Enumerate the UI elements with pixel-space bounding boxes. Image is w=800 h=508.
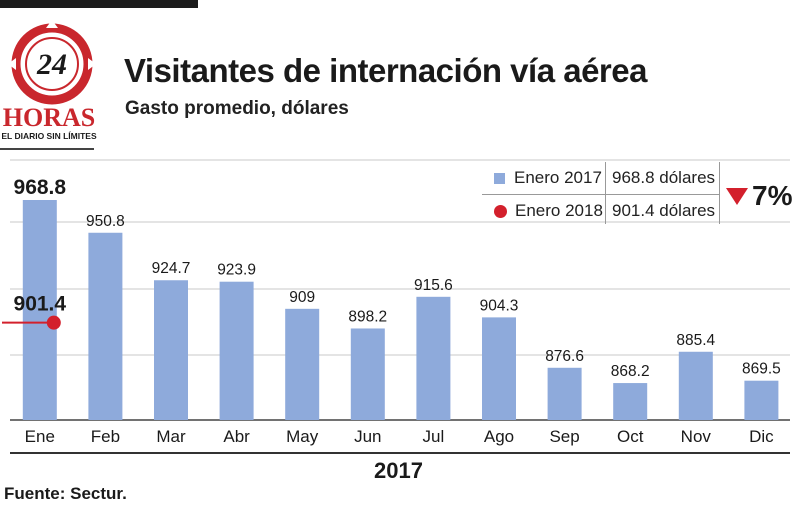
legend-label: Enero 2018 [515, 201, 603, 220]
value-label: 950.8 [86, 213, 125, 230]
x-tick-label: May [286, 427, 319, 446]
top-accent-bar [0, 0, 198, 8]
bar-mar [154, 280, 188, 420]
value-label: 924.7 [152, 260, 191, 277]
value-label: 915.6 [414, 277, 453, 294]
x-tick-label: Feb [91, 427, 120, 446]
bar-jul [416, 296, 451, 420]
bar-ago [482, 317, 516, 420]
value-label: 868.2 [611, 363, 650, 380]
bar-ene [22, 200, 57, 420]
x-tick-label: Nov [681, 427, 712, 446]
x-tick-label: Jun [354, 427, 381, 446]
value-label: 876.6 [545, 348, 584, 365]
svg-text:EL DIARIO SIN LÍMITES: EL DIARIO SIN LÍMITES [2, 131, 97, 141]
legend-value: 901.4 dólares [612, 201, 716, 220]
bar-jun [350, 328, 385, 420]
legend-label: Enero 2017 [514, 168, 602, 187]
value-label: 869.5 [742, 361, 781, 378]
x-tick-label: Abr [223, 427, 250, 446]
svg-text:24: 24 [36, 48, 67, 81]
legend-row-2018: Enero 2018 901.4 dólares [494, 201, 715, 221]
year-label: 2017 [374, 458, 423, 483]
value-label: 898.2 [348, 308, 387, 325]
legend-dot-swatch [494, 204, 507, 218]
bar-chart: 968.8 Ene 950.8 Feb 924.7 Mar 923.9 Abr 909 May 89… [2, 159, 790, 446]
down-triangle-icon [726, 187, 748, 205]
legend-separator [605, 162, 606, 224]
x-tick-label: Sep [549, 427, 579, 446]
chart-subtitle: Gasto promedio, dólares [125, 98, 349, 119]
bar-sep [547, 367, 582, 420]
svg-text:HORAS: HORAS [3, 103, 95, 132]
chart-title: Visitantes de internación vía aérea [124, 52, 647, 89]
value-label: 968.8 [14, 176, 67, 199]
percent-change: 7% [726, 180, 792, 212]
logo-divider [0, 148, 94, 150]
highlight-point [46, 315, 61, 330]
legend-bar-swatch [494, 172, 505, 184]
legend-separator [482, 194, 720, 195]
x-tick-label: Ago [484, 427, 514, 446]
legend-separator [719, 162, 720, 224]
value-label: 909 [289, 289, 315, 306]
bar-dic [744, 380, 779, 420]
bar-oct [613, 383, 648, 420]
newspaper-logo: 24 HORAS EL DIARIO SIN LÍMITES [2, 20, 97, 141]
highlight-label: 901.4 [14, 293, 67, 316]
x-tick-label: Mar [156, 427, 186, 446]
value-label: 904.3 [480, 297, 519, 314]
x-tick-label: Oct [617, 427, 644, 446]
bar-nov [678, 351, 713, 420]
source-note: Fuente: Sectur. [4, 484, 127, 503]
bar-may [285, 308, 320, 420]
x-tick-label: Jul [423, 427, 445, 446]
legend-row-2017: Enero 2017 968.8 dólares [494, 168, 715, 188]
bar-abr [219, 281, 254, 420]
bar-feb [88, 232, 123, 420]
percent-change-value: 7% [752, 180, 793, 211]
year-divider [10, 452, 790, 454]
value-label: 923.9 [217, 262, 256, 279]
x-tick-label: Dic [749, 427, 774, 446]
x-tick-label: Ene [25, 427, 55, 446]
legend-value: 968.8 dólares [612, 168, 716, 187]
value-label: 885.4 [676, 332, 715, 349]
